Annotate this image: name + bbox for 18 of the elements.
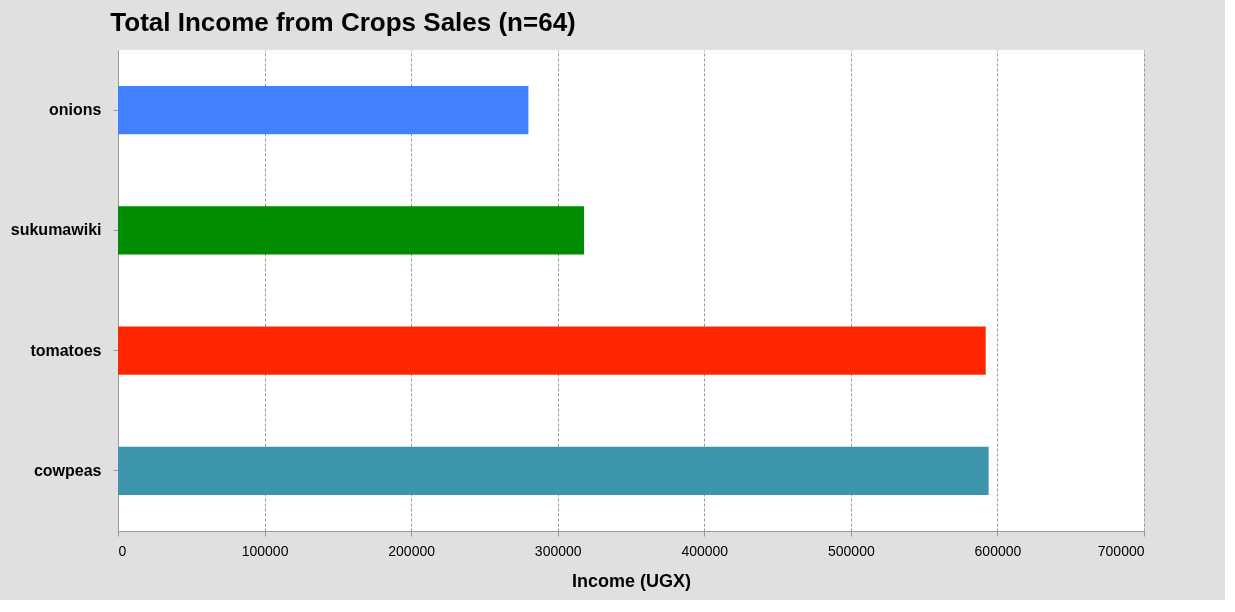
y-tick-label: onions (49, 101, 102, 119)
x-tick-label: 0 (118, 542, 127, 559)
x-tick-label: 100000 (241, 542, 289, 559)
y-tick-label: tomatoes (30, 341, 102, 359)
bar (118, 326, 986, 375)
y-tick-label: sukumawiki (10, 221, 102, 239)
y-tick-label: cowpeas (33, 461, 102, 479)
x-tick-label: 300000 (534, 542, 582, 559)
x-tick-label: 200000 (388, 542, 436, 559)
x-tick-label: 700000 (1097, 542, 1145, 559)
x-tick-label: 500000 (828, 542, 875, 559)
x-tick-label: 400000 (681, 542, 729, 559)
chart-title: Total Income from Crops Sales (n=64) (110, 7, 576, 37)
x-axis-title: Income (UGX) (571, 570, 692, 591)
x-tick-label: 600000 (974, 542, 1022, 559)
bar (118, 86, 529, 135)
bar (118, 206, 585, 255)
bar (118, 446, 989, 495)
